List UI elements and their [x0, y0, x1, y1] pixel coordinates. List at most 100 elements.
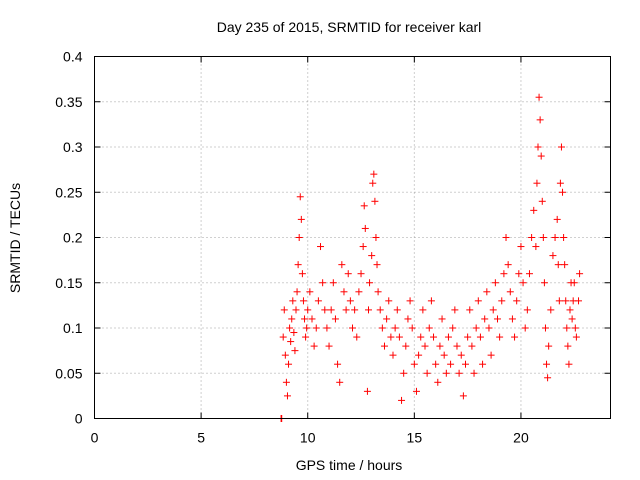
data-point	[361, 224, 369, 232]
data-point	[291, 347, 299, 355]
data-point	[342, 306, 350, 314]
data-point	[329, 279, 337, 287]
data-point	[296, 193, 304, 201]
data-point	[447, 360, 455, 368]
data-point	[334, 360, 342, 368]
y-tick-label: 0.2	[63, 230, 83, 246]
data-point	[389, 351, 397, 359]
data-point	[417, 333, 425, 341]
data-point	[402, 342, 410, 350]
data-point	[393, 306, 401, 314]
data-point	[289, 297, 297, 305]
data-point	[298, 270, 306, 278]
data-point	[319, 279, 327, 287]
data-point	[565, 360, 573, 368]
data-point	[366, 279, 374, 287]
data-point	[331, 315, 339, 323]
data-point	[346, 297, 354, 305]
data-point	[427, 297, 435, 305]
data-point	[449, 324, 457, 332]
data-point	[455, 369, 463, 377]
data-point	[373, 261, 381, 269]
data-point	[539, 234, 547, 241]
data-point	[532, 243, 540, 251]
data-point	[301, 315, 309, 323]
data-point	[462, 360, 470, 368]
data-point	[292, 306, 300, 314]
data-point	[406, 297, 414, 305]
data-point	[360, 202, 368, 210]
data-point	[535, 93, 543, 101]
data-point	[310, 342, 318, 350]
data-point	[383, 315, 391, 323]
data-point	[561, 261, 569, 269]
data-point	[513, 297, 521, 305]
x-axis-label: GPS time / hours	[296, 457, 403, 473]
data-point	[498, 297, 506, 305]
chart-title: Day 235 of 2015, SRMTID for receiver kar…	[217, 19, 482, 35]
data-point	[376, 306, 384, 314]
x-tick-label: 15	[407, 430, 423, 446]
data-point	[279, 333, 287, 341]
data-point	[293, 288, 301, 296]
data-point	[436, 342, 444, 350]
data-point	[287, 338, 295, 346]
data-point	[468, 342, 476, 350]
data-point	[283, 392, 291, 400]
data-point	[338, 261, 346, 269]
y-tick-label: 0.15	[55, 275, 82, 291]
data-point	[444, 333, 452, 341]
data-point	[470, 369, 478, 377]
data-point	[551, 234, 559, 241]
y-tick-label: 0.05	[55, 365, 82, 381]
data-point	[357, 270, 365, 278]
data-point	[568, 315, 576, 323]
y-axis-label: SRMTID / TECUs	[7, 183, 23, 293]
data-point	[297, 215, 305, 223]
data-point	[295, 234, 303, 241]
data-point	[303, 324, 311, 332]
data-point	[538, 197, 546, 205]
data-point	[540, 279, 548, 287]
data-point	[364, 306, 372, 314]
data-point	[369, 179, 377, 187]
data-point	[340, 288, 348, 296]
data-point	[359, 243, 367, 251]
data-point	[571, 324, 579, 332]
data-point	[560, 234, 568, 241]
data-point	[368, 252, 376, 260]
data-point	[457, 351, 465, 359]
data-point	[355, 288, 363, 296]
data-point	[537, 152, 545, 160]
data-point	[423, 369, 431, 377]
x-tick-label: 10	[300, 430, 316, 446]
data-point	[483, 288, 491, 296]
data-point	[412, 387, 420, 395]
data-point	[378, 324, 386, 332]
data-point	[530, 206, 538, 214]
data-point	[404, 315, 412, 323]
data-point	[502, 234, 510, 241]
data-point	[312, 324, 320, 332]
x-tick-label: 5	[197, 430, 205, 446]
data-point	[572, 333, 580, 341]
grid-layer	[94, 56, 611, 419]
data-point	[281, 351, 289, 359]
data-point	[481, 315, 489, 323]
data-point	[485, 324, 493, 332]
data-point	[323, 324, 331, 332]
data-point	[327, 306, 335, 314]
data-point	[553, 215, 561, 223]
data-point	[351, 306, 359, 314]
data-point	[308, 315, 316, 323]
data-point	[432, 360, 440, 368]
data-point	[544, 374, 552, 382]
points-layer	[277, 93, 584, 422]
data-point	[299, 297, 307, 305]
data-point	[380, 342, 388, 350]
data-point	[408, 324, 416, 332]
data-point	[425, 324, 433, 332]
data-point	[517, 243, 525, 251]
data-point	[576, 270, 584, 278]
data-point	[286, 324, 294, 332]
